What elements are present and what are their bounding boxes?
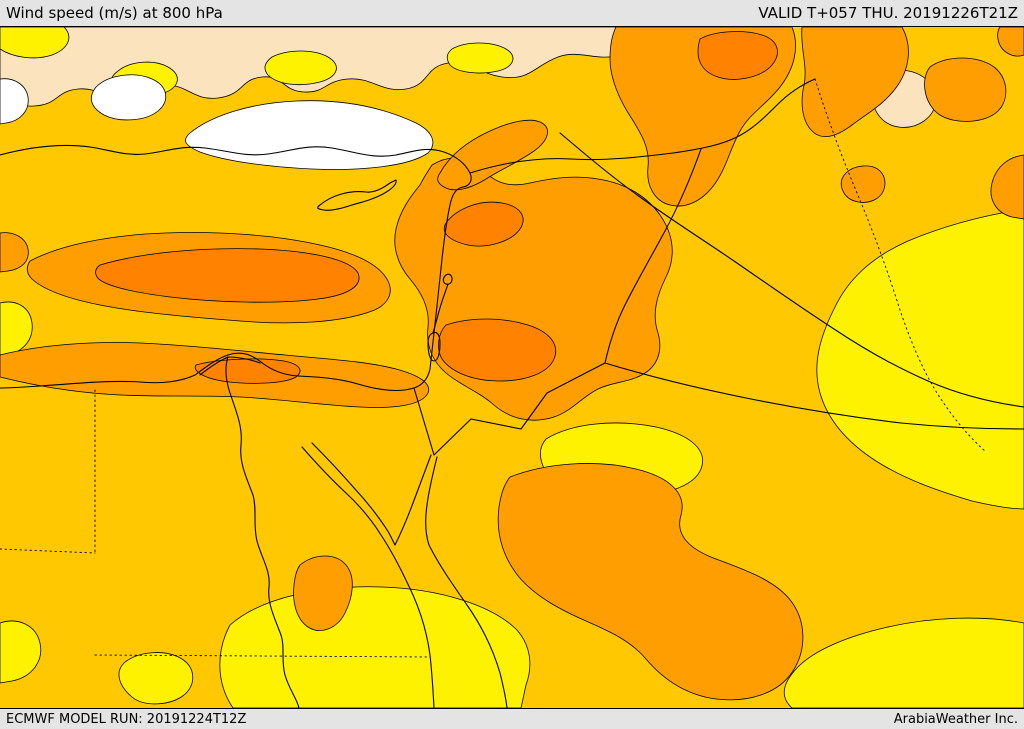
orange-region-south-central (497, 463, 804, 701)
dark-orange-cores-west (95, 248, 360, 384)
island-cyprus (317, 179, 397, 211)
model-run-label: ECMWF MODEL RUN: 20191224T12Z (6, 711, 247, 727)
borders-dotted (0, 78, 986, 658)
map-footer-bar: ECMWF MODEL RUN: 20191224T12Z ArabiaWeat… (0, 708, 1024, 729)
yellow-region-east (816, 208, 1024, 510)
map-title: Wind speed (m/s) at 800 hPa (6, 4, 223, 22)
river-euphrates (559, 132, 1024, 408)
valid-time-label: VALID T+057 THU. 20191226T21Z (758, 4, 1018, 22)
dark-orange-core-northeast (697, 31, 778, 80)
coastline-mediterranean (0, 144, 472, 392)
orange-region-red-sea-west (293, 555, 353, 631)
wind-speed-contour-map (0, 27, 1024, 708)
map-header-bar: Wind speed (m/s) at 800 hPa VALID T+057 … (0, 0, 1024, 27)
dead-sea-and-jordan-river (427, 273, 453, 362)
orange-regions-northeast (801, 27, 1024, 220)
wind-speed-map (0, 27, 1024, 708)
coastline-red-sea (301, 442, 508, 708)
dark-orange-cores-levant (438, 201, 556, 382)
orange-region-coastal-ridge (437, 119, 548, 191)
borders-solid (413, 78, 1024, 456)
river-nile (199, 356, 300, 708)
yellow-regions-southwest (0, 586, 531, 708)
credit-label: ArabiaWeather Inc. (893, 711, 1018, 727)
calm-white-regions (0, 74, 434, 170)
